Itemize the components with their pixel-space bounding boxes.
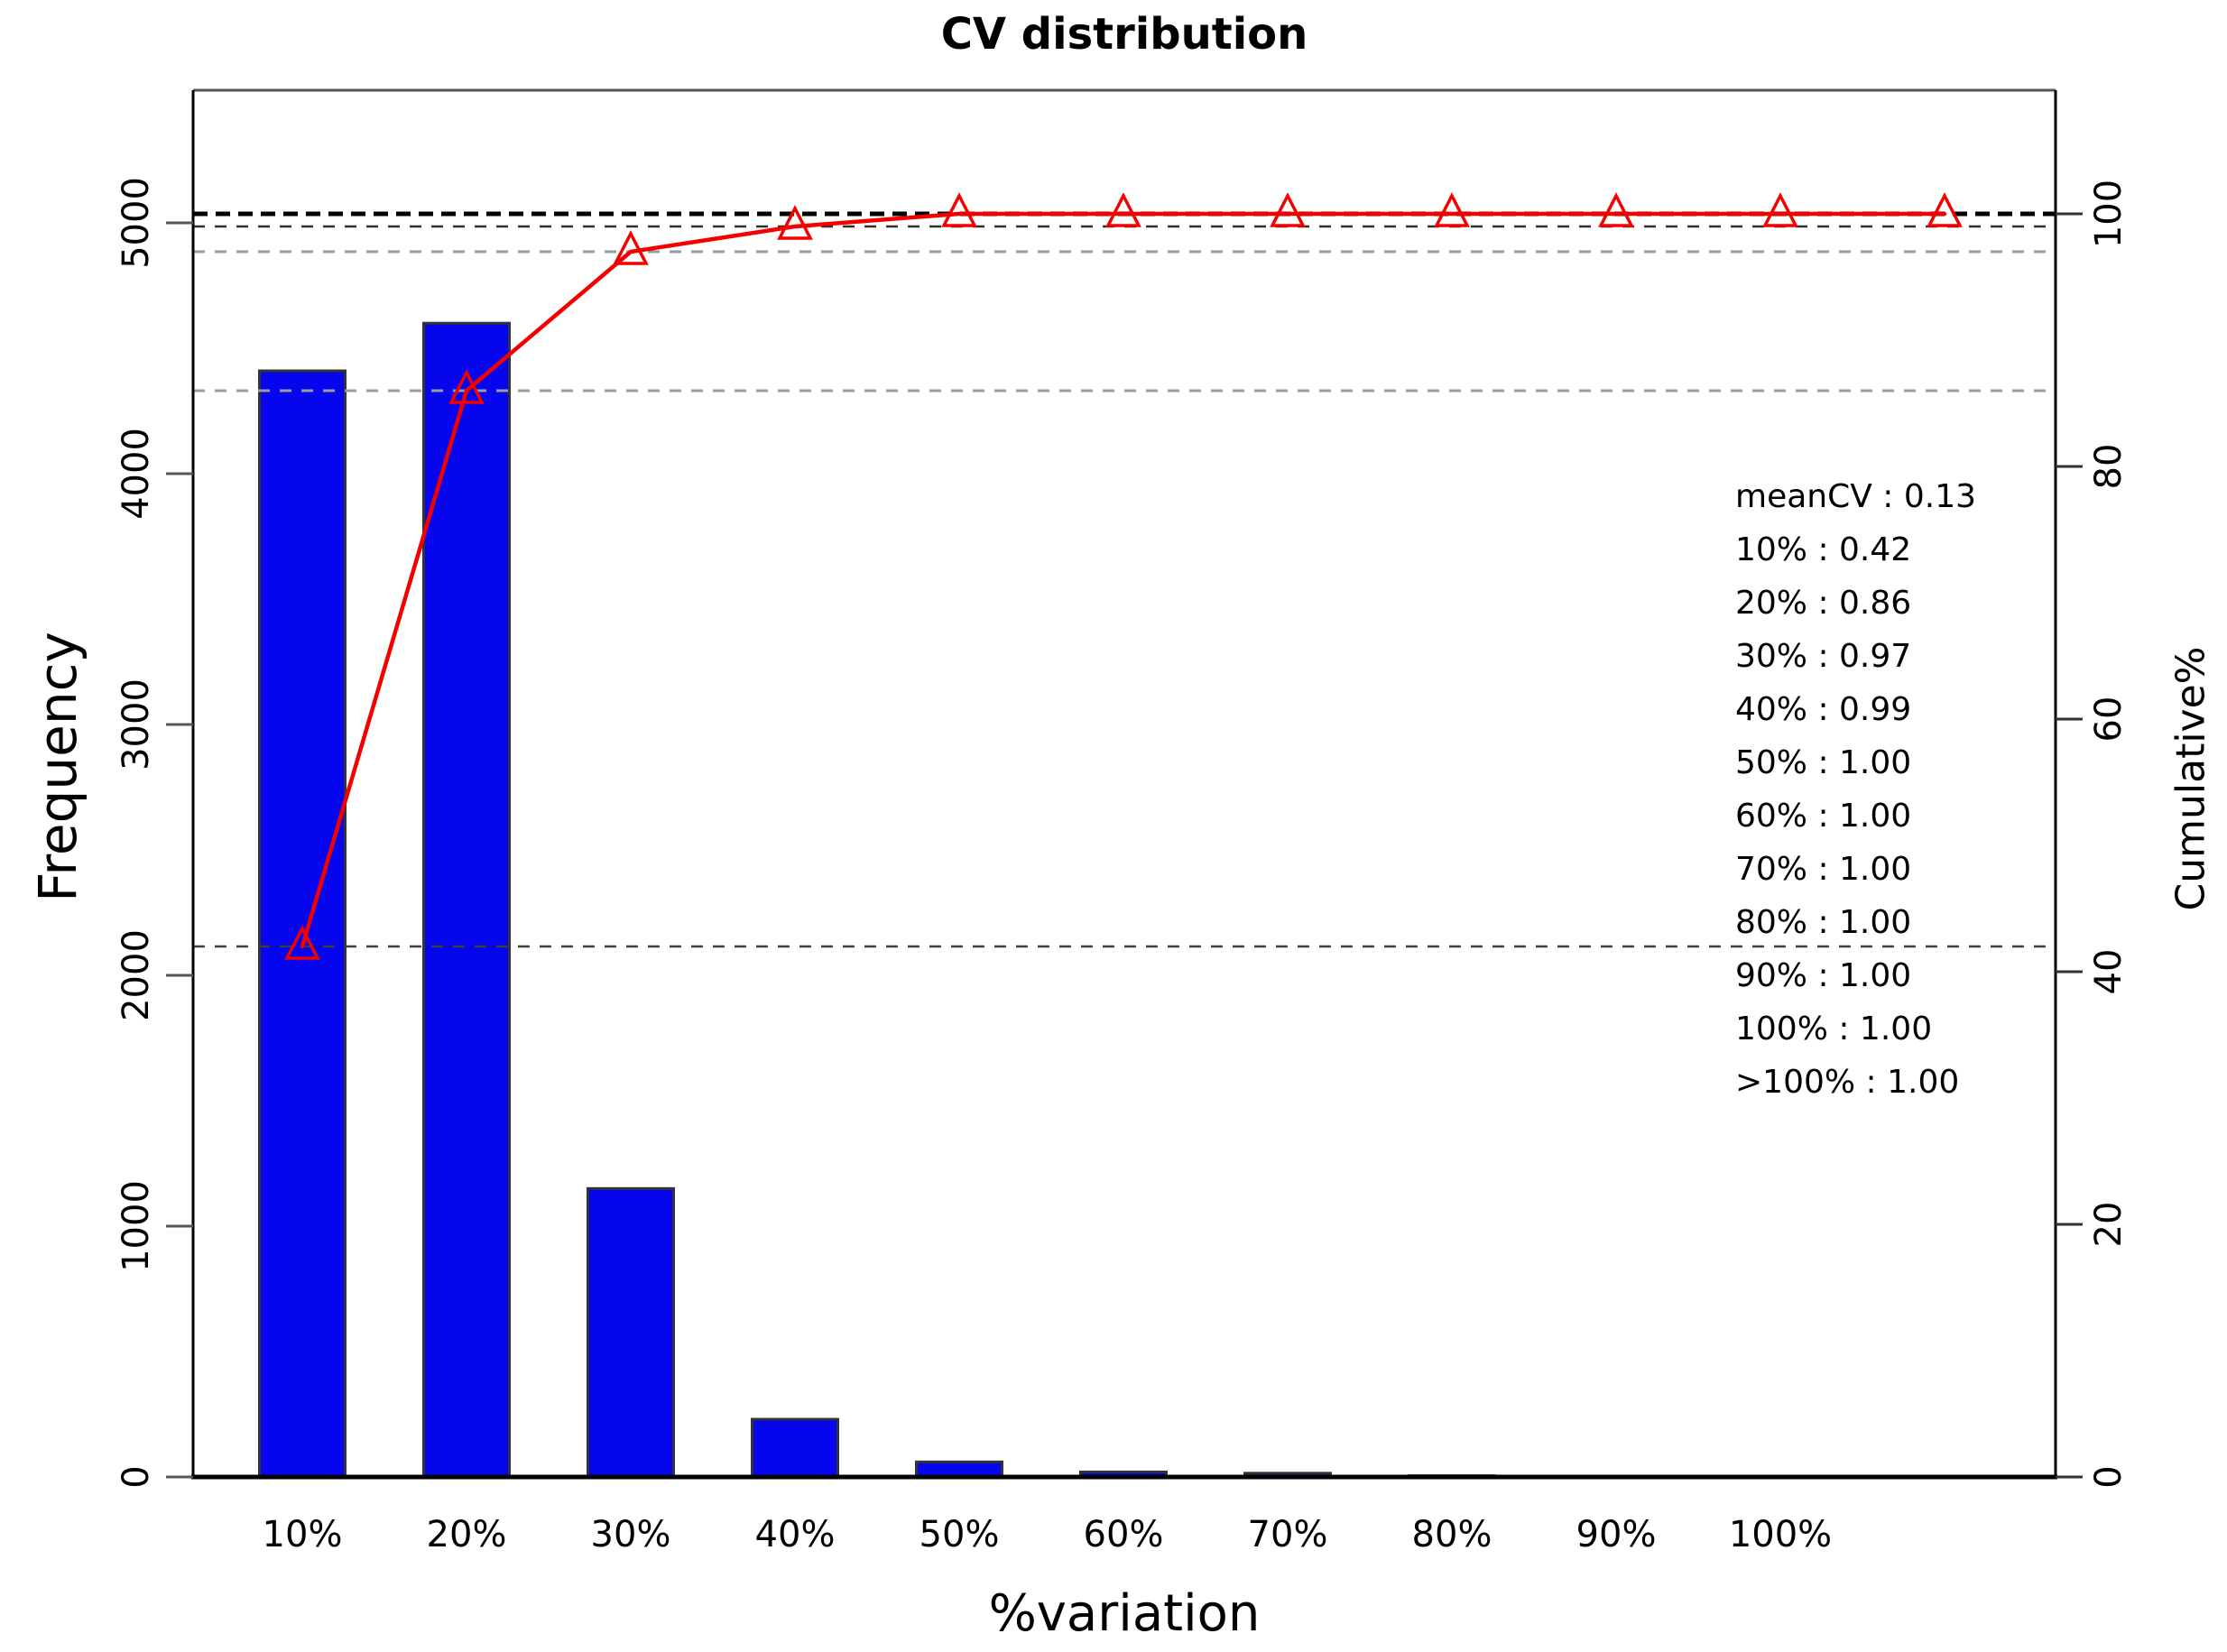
y-left-tick-label-0: 0: [116, 1465, 157, 1488]
triangle-marker-40%: [777, 205, 813, 240]
x-tick-label-30%: 30%: [591, 1514, 671, 1555]
legend-line: 20% : 0.86: [1735, 585, 1912, 622]
legend-line: 40% : 0.99: [1735, 691, 1912, 728]
bar-40%: [751, 1417, 839, 1479]
bar-30%: [587, 1186, 675, 1479]
x-tick-label-100%: 100%: [1729, 1514, 1832, 1555]
y-right-tick-label-0: 0: [2088, 1465, 2130, 1488]
y-left-tick-label-3000: 3000: [116, 678, 157, 771]
chart-title: CV distribution: [940, 9, 1308, 60]
triangle-marker-80%: [1434, 192, 1470, 227]
x-tick-label-50%: 50%: [919, 1514, 1000, 1555]
triangle-marker-30%: [613, 230, 649, 265]
x-tick-label-80%: 80%: [1412, 1514, 1492, 1555]
triangle-marker-20%: [448, 369, 485, 404]
legend-line: >100% : 1.00: [1735, 1064, 1960, 1101]
bar-10%: [258, 369, 347, 1479]
y-left-tick-label-1000: 1000: [116, 1180, 157, 1272]
legend-line: 10% : 0.42: [1735, 531, 1912, 568]
triangle-marker-70%: [1270, 192, 1306, 227]
triangle-marker-60%: [1105, 192, 1141, 227]
triangle-marker-90%: [1598, 192, 1634, 227]
triangle-marker-10%: [284, 925, 320, 960]
y-right-tick-label-60: 60: [2088, 697, 2130, 743]
triangle-marker-100%: [1762, 192, 1798, 227]
y-right-tick-label-20: 20: [2088, 1202, 2130, 1248]
triangle-marker->100%: [1927, 192, 1963, 227]
y-left-tick-label-5000: 5000: [116, 177, 157, 269]
x-tick-label-60%: 60%: [1084, 1514, 1164, 1555]
legend-line: 80% : 1.00: [1735, 904, 1912, 941]
x-axis-label: %variation: [988, 1584, 1261, 1643]
y-right-tick-label-100: 100: [2088, 180, 2130, 248]
triangle-marker-50%: [941, 192, 977, 227]
y-axis-label-left: Frequency: [27, 632, 88, 902]
legend-line: 60% : 1.00: [1735, 798, 1912, 835]
legend-line: 70% : 1.00: [1735, 851, 1912, 888]
x-tick-label-20%: 20%: [427, 1514, 507, 1555]
y-left-tick-label-4000: 4000: [116, 428, 157, 520]
bar-20%: [422, 321, 511, 1479]
x-tick-label-70%: 70%: [1248, 1514, 1328, 1555]
legend-line: 100% : 1.00: [1735, 1011, 1933, 1047]
legend-line: meanCV : 0.13: [1735, 478, 1977, 515]
y-axis-label-right: Cumulative%: [2167, 646, 2214, 911]
cumulative-line: [300, 211, 1947, 949]
legend-line: 50% : 1.00: [1735, 744, 1912, 781]
legend-line: 30% : 0.97: [1735, 638, 1912, 675]
y-left-tick-label-2000: 2000: [116, 929, 157, 1021]
x-tick-label-10%: 10%: [263, 1514, 343, 1555]
y-right-tick-label-80: 80: [2088, 444, 2130, 490]
x-tick-label-90%: 90%: [1576, 1514, 1657, 1555]
stats-annotation: meanCV : 0.13 10% : 0.42 20% : 0.86 30% …: [1735, 470, 1976, 1109]
bar-50%: [915, 1460, 1003, 1479]
legend-line: 90% : 1.00: [1735, 957, 1912, 994]
x-tick-label-40%: 40%: [755, 1514, 836, 1555]
y-right-tick-label-40: 40: [2088, 949, 2130, 995]
